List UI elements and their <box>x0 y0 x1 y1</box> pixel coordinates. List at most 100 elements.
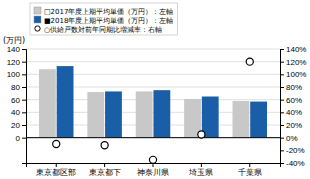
y2-tick-label: 140% <box>286 45 306 54</box>
y-tick-mark <box>22 100 26 101</box>
legend-box <box>30 3 177 35</box>
legend-label: ■2018年度上期平均単価（万円）：左軸 <box>44 17 173 25</box>
legend-item: ■2018年度上期平均単価（万円）：左軸 <box>34 16 173 25</box>
y2-tick-label: 80% <box>286 83 302 92</box>
legend-swatch <box>34 7 41 14</box>
bar <box>233 101 250 138</box>
y2-tick-label: 40% <box>286 108 302 117</box>
y2-tick-label: 60% <box>286 96 302 105</box>
x-tick-label: 千葉県 <box>238 168 262 177</box>
y-tick-label: 20 <box>11 121 20 130</box>
legend-symbol <box>35 26 40 31</box>
y-tick: 60 <box>11 96 26 105</box>
x-axis: 東京都区部 東京都下 神奈川県 埼玉県 千葉県 <box>27 163 281 177</box>
marks <box>26 58 280 163</box>
y2-tick: 100% <box>280 70 306 79</box>
x-tick-label: 埼玉県 <box>188 168 213 177</box>
x-tick: 東京都区部 <box>36 163 76 177</box>
bar <box>87 92 104 138</box>
y2-tick-mark <box>280 100 284 101</box>
y2-tick-mark <box>280 74 284 75</box>
y2-tick-mark <box>280 112 284 113</box>
y2-tick-label: -40% <box>286 159 305 168</box>
y-tick-mark <box>22 62 26 63</box>
y2-tick-mark <box>280 150 284 151</box>
point <box>198 131 205 138</box>
y-tick-mark <box>22 49 26 50</box>
grid-line <box>26 49 280 50</box>
x-tick: 千葉県 <box>238 163 262 177</box>
y-tick: 0 <box>16 134 26 143</box>
y-tick: 80 <box>11 83 26 92</box>
x-tick: 埼玉県 <box>188 163 213 177</box>
y-tick-label: 0 <box>16 134 21 143</box>
y-tick-label: 40 <box>11 108 20 117</box>
x-tick-label: 神奈川県 <box>137 168 169 177</box>
x-tick-label: 東京都区部 <box>36 168 76 177</box>
y-tick: 120 <box>7 58 26 67</box>
point <box>101 142 108 149</box>
y2-tick-label: -20% <box>286 146 305 155</box>
x-tick-mark <box>249 163 250 167</box>
y-tick-mark <box>22 74 26 75</box>
bar <box>202 97 219 138</box>
y2-tick: 20% <box>280 121 302 130</box>
bar <box>250 102 267 138</box>
y2-tick: 0% <box>280 134 298 143</box>
chart: 0 20 40 60 80 100 120 140 -40% -20% 0% 20% 40% 60% 80%… <box>0 0 310 179</box>
y2-tick-mark <box>280 125 284 126</box>
x-tick: 東京都下 <box>89 163 121 177</box>
y-axis: 0 20 40 60 80 100 120 140 <box>7 45 27 163</box>
y2-tick: 140% <box>280 45 306 54</box>
y-tick-label: 80 <box>11 83 20 92</box>
y2-tick: -20% <box>280 146 305 155</box>
y2-tick: 60% <box>280 96 302 105</box>
y-tick: 20 <box>11 121 26 130</box>
zero-line <box>26 137 280 138</box>
point-series <box>53 58 254 163</box>
y2-tick: 80% <box>280 83 302 92</box>
grid <box>26 49 280 138</box>
x-tick-label: 東京都下 <box>89 168 121 177</box>
x-tick-mark <box>201 163 202 167</box>
grid-line <box>26 61 280 62</box>
y2-axis-line <box>281 50 285 164</box>
legend-label: ○供給戸数対前年同期比増減率：右軸 <box>44 25 162 34</box>
x-tick-mark <box>56 163 57 167</box>
grid-line <box>26 137 280 138</box>
x-tick: 神奈川県 <box>137 163 169 177</box>
plot-area: 0 20 40 60 80 100 120 140 -40% -20% 0% 20% 40% 60% 80%… <box>7 45 307 177</box>
y2-tick: 120% <box>280 58 306 67</box>
bar <box>153 90 170 138</box>
y-tick-label: 60 <box>11 96 20 105</box>
y-tick-mark <box>22 138 26 139</box>
bar <box>105 91 122 137</box>
x-tick-mark <box>104 163 105 167</box>
legend: □2017年度上期平均単価（万円）：左軸■2018年度上期平均単価（万円）：左軸… <box>30 3 177 35</box>
y2-tick-label: 120% <box>286 58 306 67</box>
y2-tick: 40% <box>280 108 302 117</box>
bar <box>57 66 74 138</box>
y-tick-mark <box>22 87 26 88</box>
bar-series <box>57 66 267 138</box>
y-tick-mark <box>22 125 26 126</box>
bar <box>136 91 153 137</box>
y-tick-mark <box>22 112 26 113</box>
y2-tick-mark <box>280 49 284 50</box>
legend-label: □2017年度上期平均単価（万円）：左軸 <box>44 8 173 16</box>
y2-tick-label: 100% <box>286 70 306 79</box>
y-tick: 100 <box>7 70 26 79</box>
y-tick-label: 100 <box>7 70 21 79</box>
legend-item: □2017年度上期平均単価（万円）：左軸 <box>34 7 173 16</box>
y-tick: 40 <box>11 108 26 117</box>
y2-axis: -40% -20% 0% 20% 40% 60% 80% 100% 120% 140% <box>280 45 306 168</box>
legend-swatch <box>34 16 41 23</box>
x-tick-mark <box>153 163 154 167</box>
y2-tick-label: 0% <box>286 134 298 143</box>
y-tick-label: 140 <box>7 45 21 54</box>
y-tick: 140 <box>7 45 26 54</box>
y-axis-line <box>22 50 27 164</box>
point <box>149 156 156 163</box>
y2-tick: -40% <box>280 159 305 168</box>
bar <box>39 69 56 137</box>
